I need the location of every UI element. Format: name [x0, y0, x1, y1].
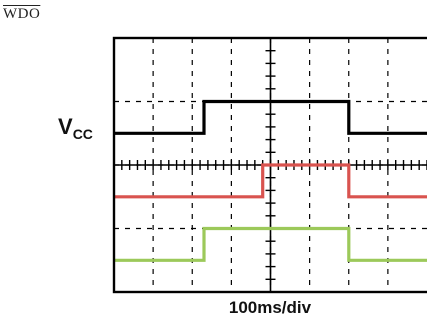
traces	[114, 99, 427, 262]
vcc-label-subscript: CC	[72, 126, 93, 142]
wdo-label: WDO	[3, 6, 41, 22]
vcc-label-main: V	[58, 114, 73, 139]
trace-vcc	[114, 99, 427, 135]
trace-series-3	[114, 226, 427, 262]
plot-frame	[112, 36, 427, 294]
trace-wdo	[114, 163, 427, 199]
time-per-division-label: 100ms/div	[228, 298, 312, 317]
vcc-label: VCC	[58, 114, 93, 142]
